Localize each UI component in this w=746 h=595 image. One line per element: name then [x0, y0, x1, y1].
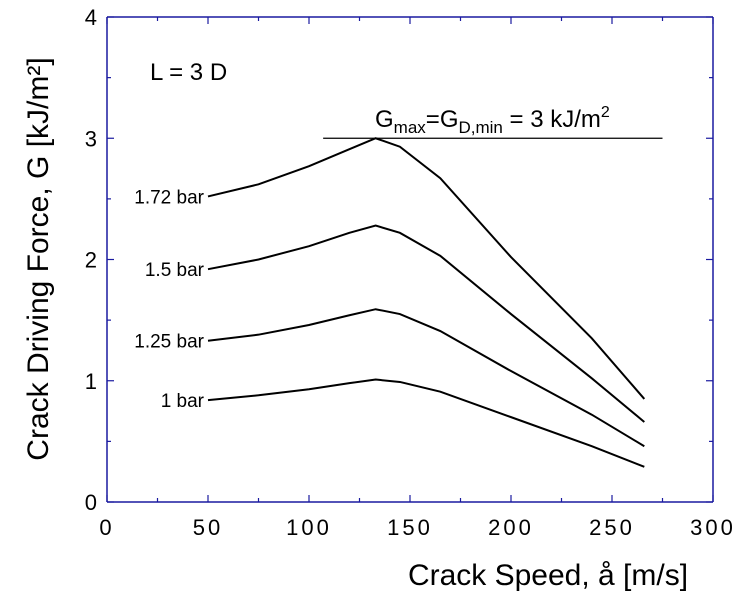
- annotation-length: L = 3 D: [150, 59, 227, 86]
- series-line: [207, 137, 646, 400]
- annotation-g-max: Gmax=GD,min = 3 kJ/m2: [375, 104, 610, 137]
- series-label: 1.72 bar: [134, 187, 204, 208]
- series-group: [207, 137, 646, 468]
- series-line: [207, 308, 645, 448]
- series-line: [207, 378, 645, 468]
- y-tick-label: 2: [85, 248, 97, 273]
- y-tick-label: 3: [85, 126, 97, 151]
- x-tick-label: 0: [99, 515, 114, 540]
- x-tick-label: 300: [690, 515, 736, 540]
- ticks: [106, 16, 714, 503]
- x-tick-label: 200: [488, 515, 534, 540]
- y-tick-label: 4: [85, 5, 97, 30]
- x-tick-label: 150: [387, 515, 433, 540]
- series-label: 1.5 bar: [145, 260, 205, 281]
- x-tick-label: 100: [286, 515, 332, 540]
- series-label: 1.25 bar: [134, 332, 204, 353]
- tick-labels: 0 50 100 150 200 250 300 0 1 2 3 4: [85, 5, 736, 540]
- series-labels: 1.72 bar 1.5 bar 1.25 bar 1 bar: [134, 187, 204, 412]
- x-tick-label: 50: [193, 515, 223, 540]
- series-line: [207, 224, 645, 423]
- y-tick-label: 1: [85, 369, 97, 394]
- x-tick-label: 250: [589, 515, 635, 540]
- y-tick-label: 0: [85, 490, 97, 515]
- series-label: 1 bar: [161, 391, 205, 412]
- y-axis-title: Crack Driving Force, G [kJ/m²]: [22, 57, 55, 460]
- x-axis-title: Crack Speed, å [m/s]: [408, 559, 688, 592]
